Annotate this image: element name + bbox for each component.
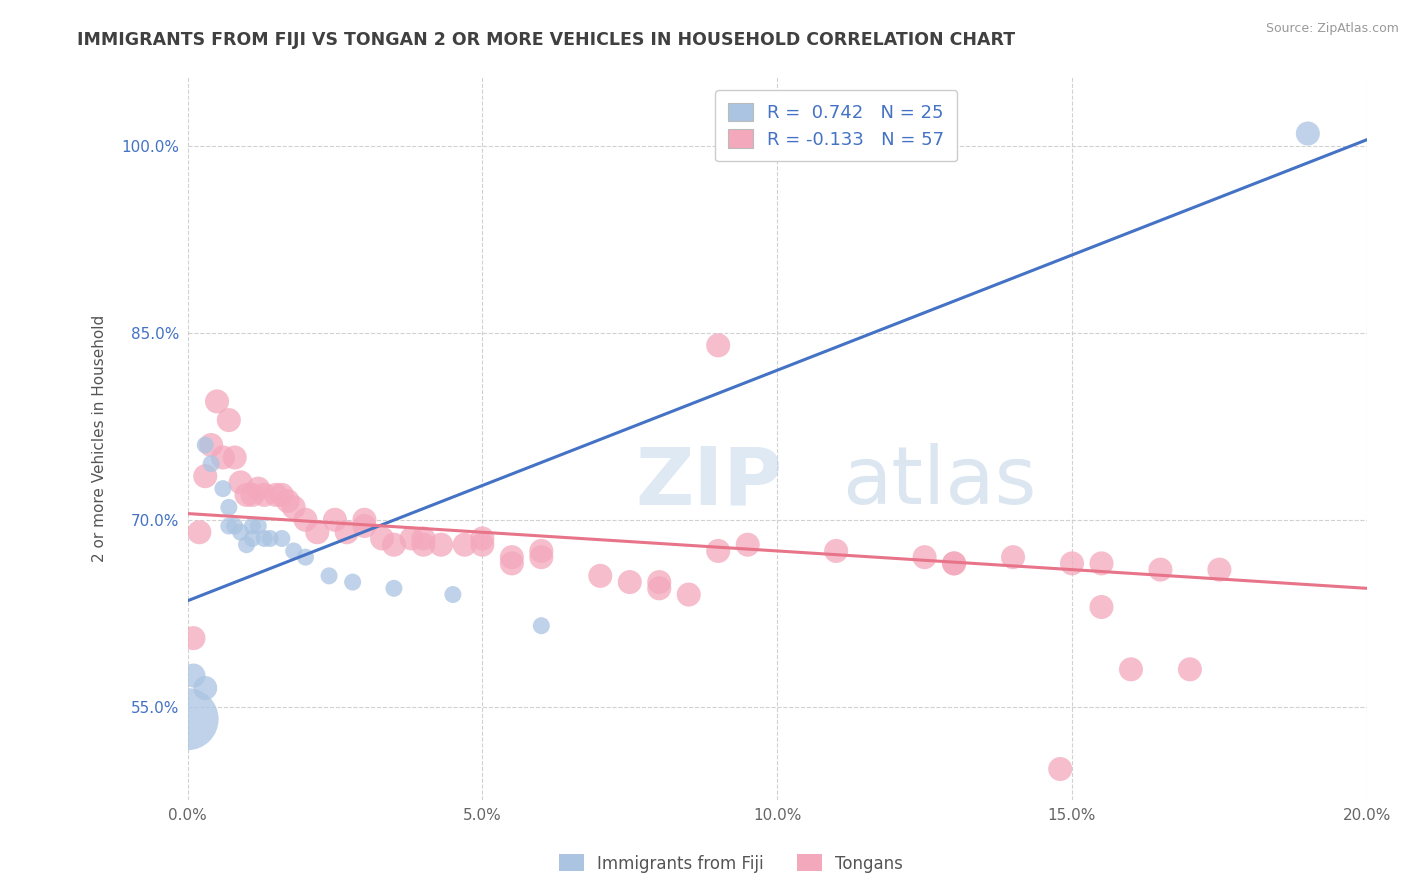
Point [183, 668, 205, 682]
Point [707, 544, 730, 558]
Point [471, 538, 494, 552]
Point [270, 532, 292, 546]
Point [353, 519, 375, 533]
Point [253, 532, 276, 546]
Text: Source: ZipAtlas.com: Source: ZipAtlas.com [1265, 22, 1399, 36]
Point [1178, 662, 1201, 676]
Point [247, 519, 270, 533]
Text: IMMIGRANTS FROM FIJI VS TONGAN 2 OR MORE VEHICLES IN HOUSEHOLD CORRELATION CHART: IMMIGRANTS FROM FIJI VS TONGAN 2 OR MORE… [77, 31, 1015, 49]
Point [501, 550, 523, 565]
Point [1049, 762, 1071, 776]
Legend: R =  0.742   N = 25, R = -0.133   N = 57: R = 0.742 N = 25, R = -0.133 N = 57 [716, 90, 957, 161]
Legend: Immigrants from Fiji, Tongans: Immigrants from Fiji, Tongans [553, 847, 910, 880]
Point [200, 438, 222, 452]
Point [943, 557, 966, 571]
Point [1090, 557, 1112, 571]
Point [914, 550, 936, 565]
Point [336, 525, 359, 540]
Point [224, 450, 246, 465]
Point [218, 413, 240, 427]
Point [825, 544, 848, 558]
Point [430, 538, 453, 552]
Point [205, 394, 228, 409]
Point [530, 550, 553, 565]
Point [235, 488, 257, 502]
Point [471, 532, 494, 546]
Point [218, 500, 240, 515]
Text: ZIP: ZIP [636, 443, 783, 521]
Text: atlas: atlas [842, 443, 1036, 521]
Point [943, 557, 966, 571]
Point [183, 631, 205, 645]
Point [194, 469, 217, 483]
Point [353, 513, 375, 527]
Point [401, 532, 423, 546]
Point [253, 488, 276, 502]
Point [176, 712, 198, 726]
Point [194, 438, 217, 452]
Point [294, 550, 316, 565]
Point [277, 494, 299, 508]
Point [307, 525, 329, 540]
Point [382, 582, 405, 596]
Point [200, 457, 222, 471]
Point [242, 488, 264, 502]
Point [318, 569, 340, 583]
Point [530, 544, 553, 558]
Point [242, 532, 264, 546]
Point [648, 575, 671, 590]
Point [648, 582, 671, 596]
Point [194, 681, 217, 695]
Point [1208, 563, 1230, 577]
Point [283, 544, 305, 558]
Point [294, 513, 316, 527]
Point [1119, 662, 1142, 676]
Point [371, 532, 394, 546]
Point [229, 475, 252, 490]
Point [1149, 563, 1171, 577]
Point [247, 482, 270, 496]
Point [412, 538, 434, 552]
Point [212, 450, 235, 465]
Y-axis label: 2 or more Vehicles in Household: 2 or more Vehicles in Household [93, 315, 107, 563]
Point [212, 482, 235, 496]
Point [323, 513, 346, 527]
Point [188, 525, 211, 540]
Point [264, 488, 287, 502]
Point [283, 500, 305, 515]
Point [1296, 127, 1319, 141]
Point [737, 538, 759, 552]
Point [530, 618, 553, 632]
Point [1002, 550, 1025, 565]
Point [1060, 557, 1083, 571]
Point [382, 538, 405, 552]
Point [619, 575, 641, 590]
Point [242, 519, 264, 533]
Point [224, 519, 246, 533]
Point [441, 588, 464, 602]
Point [678, 588, 700, 602]
Point [501, 557, 523, 571]
Point [218, 519, 240, 533]
Point [259, 532, 281, 546]
Point [707, 338, 730, 352]
Point [589, 569, 612, 583]
Point [342, 575, 364, 590]
Point [412, 532, 434, 546]
Point [270, 488, 292, 502]
Point [1090, 600, 1112, 615]
Point [229, 525, 252, 540]
Point [235, 538, 257, 552]
Point [453, 538, 475, 552]
